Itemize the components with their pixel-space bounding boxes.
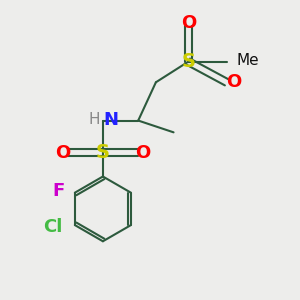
Text: Cl: Cl	[43, 218, 62, 236]
Text: Me: Me	[237, 53, 260, 68]
Text: O: O	[181, 14, 196, 32]
Text: O: O	[135, 144, 150, 162]
Text: H: H	[88, 112, 100, 127]
Text: O: O	[226, 73, 242, 91]
Text: S: S	[96, 143, 110, 162]
Text: N: N	[103, 111, 118, 129]
Text: O: O	[56, 144, 71, 162]
Text: S: S	[181, 52, 195, 71]
Text: F: F	[52, 182, 65, 200]
